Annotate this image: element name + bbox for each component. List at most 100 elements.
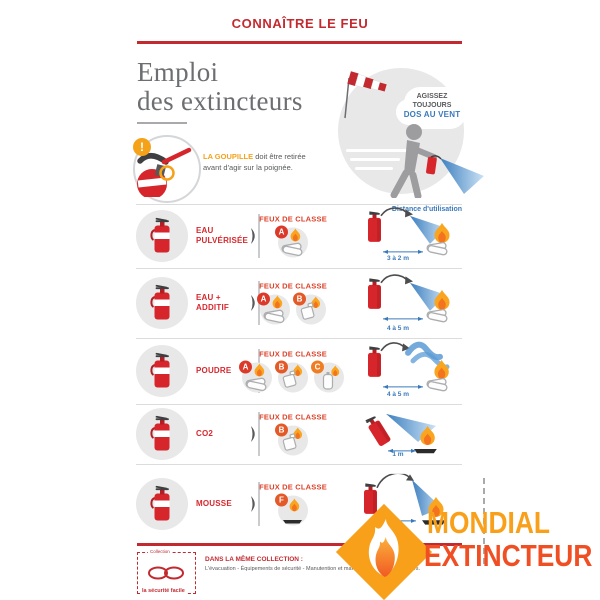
usage-illustration: 4 à 5 m bbox=[350, 338, 462, 404]
fire-classes: FEUX DE CLASSE F bbox=[238, 483, 348, 526]
extinguisher-head-icon bbox=[137, 147, 192, 199]
chevron-right-icon bbox=[251, 228, 255, 244]
table-row-poudre: POUDRE FEUX DE CLASSE A B bbox=[0, 338, 600, 404]
fire-classes: FEUX DE CLASSE A B C bbox=[238, 350, 348, 393]
row-label-line1: CO2 bbox=[196, 429, 214, 438]
row-label: POUDRE bbox=[196, 338, 256, 404]
class-b-circle: B bbox=[275, 423, 308, 456]
row-label-line2: ADDITIF bbox=[196, 303, 229, 312]
collection-name: la sécurité facile bbox=[140, 588, 187, 594]
extinguisher-picto bbox=[136, 210, 188, 262]
spray-illustration bbox=[367, 207, 450, 256]
class-badge: A bbox=[257, 292, 270, 306]
distance-label: 1 m bbox=[392, 451, 404, 458]
poster-header-title: CONNAÎTRE LE FEU bbox=[231, 16, 369, 31]
brand-flame-icon bbox=[375, 537, 395, 577]
divider-line bbox=[258, 214, 260, 258]
pin-notice-highlight: LA GOUPILLE bbox=[203, 152, 254, 161]
class-badge: A bbox=[275, 225, 288, 239]
row-label: EAU PULVÉRISÉE bbox=[196, 204, 256, 268]
table-row-eau-pulverisee: EAU PULVÉRISÉE FEUX DE CLASSE A bbox=[0, 204, 600, 268]
class-a-circle: A bbox=[239, 360, 272, 393]
same-collection-label: DANS LA MÊME COLLECTION : bbox=[205, 556, 303, 563]
pin-notice-circle bbox=[133, 135, 201, 203]
distance-label: 4 à 5 m bbox=[386, 325, 410, 332]
wind-streak bbox=[350, 158, 400, 161]
class-badge: A bbox=[239, 360, 252, 374]
page-title: Emploi des extincteurs bbox=[137, 58, 303, 116]
wind-streak bbox=[355, 167, 393, 170]
header-rule bbox=[137, 41, 462, 44]
class-badge: B bbox=[275, 360, 288, 374]
chevron-right-icon bbox=[251, 295, 255, 311]
class-b-circle: B bbox=[293, 292, 326, 325]
row-separator bbox=[136, 464, 462, 465]
distance-label: 3 à 2 m bbox=[386, 255, 410, 262]
fire-class-header: FEUX DE CLASSE bbox=[259, 281, 327, 291]
class-b-circle: B bbox=[275, 360, 308, 393]
fire-class-header: FEUX DE CLASSE bbox=[259, 214, 327, 224]
distance-column-header: Distance d'utilisation bbox=[391, 206, 462, 213]
fire-class-header: FEUX DE CLASSE bbox=[259, 482, 327, 492]
table-row-co2: CO2 FEUX DE CLASSE B bbox=[0, 404, 600, 464]
extinguisher-picto bbox=[136, 478, 188, 530]
class-f-circle: F bbox=[275, 493, 308, 526]
cut-mark-line bbox=[483, 478, 485, 564]
extinguisher-icon bbox=[150, 415, 171, 452]
extinguisher-icon bbox=[150, 485, 171, 522]
row-label-line1: POUDRE bbox=[196, 366, 232, 375]
wind-advice-line3: DOS AU VENT bbox=[403, 110, 461, 119]
usage-illustration: 3 à 2 m bbox=[350, 204, 462, 268]
spray-cone bbox=[440, 158, 484, 194]
divider-line bbox=[258, 412, 260, 456]
footer-rule bbox=[137, 543, 462, 546]
wind-cloud bbox=[404, 87, 466, 129]
wind-streak bbox=[346, 149, 408, 152]
brand-name-line2: EXTINCTEUR bbox=[424, 538, 593, 573]
collection-tag: Collection bbox=[148, 549, 172, 554]
divider-line bbox=[258, 482, 260, 526]
extinguisher-icon bbox=[150, 352, 171, 389]
row-label: EAU + ADDITIF bbox=[196, 268, 256, 338]
spray-illustration bbox=[367, 274, 450, 323]
wind-advice-line1: AGISSEZ bbox=[416, 93, 448, 100]
row-label: MOUSSE bbox=[196, 464, 256, 544]
table-row-mousse: MOUSSE FEUX DE CLASSE F bbox=[0, 464, 600, 544]
wind-advice-text: AGISSEZ TOUJOURS DOS AU VENT bbox=[398, 92, 466, 119]
class-badge: F bbox=[275, 493, 288, 507]
chain-links-icon bbox=[148, 566, 184, 580]
pin-notice-text: LA GOUPILLE doit être retirée avant d'ag… bbox=[203, 151, 333, 173]
row-separator bbox=[136, 268, 462, 269]
class-a-circle: A bbox=[257, 292, 290, 325]
chevron-right-icon bbox=[251, 426, 255, 442]
powder-spray-illustration bbox=[367, 341, 450, 392]
fire-classes: FEUX DE CLASSE A B bbox=[238, 282, 348, 325]
fire-class-header: FEUX DE CLASSE bbox=[259, 349, 327, 359]
extinguisher-picto bbox=[136, 408, 188, 460]
class-badge: B bbox=[275, 423, 288, 437]
pin-notice-rest1: doit être retirée bbox=[253, 152, 306, 161]
pin-notice-rest2: avant d'agir sur la poignée. bbox=[203, 163, 293, 172]
fire-class-header: FEUX DE CLASSE bbox=[259, 412, 327, 422]
warning-icon: ! bbox=[133, 138, 151, 156]
fire-classes: FEUX DE CLASSE B bbox=[238, 413, 348, 456]
distance-label: 4 à 5 m bbox=[386, 391, 410, 398]
class-badge: C bbox=[311, 360, 324, 374]
row-label-line1: EAU bbox=[196, 226, 214, 235]
row-label-line1: EAU + bbox=[196, 293, 221, 302]
extinguisher-icon bbox=[150, 217, 171, 254]
row-label-line2: PULVÉRISÉE bbox=[196, 236, 249, 245]
row-label-line1: MOUSSE bbox=[196, 499, 232, 508]
fire-classes: FEUX DE CLASSE A bbox=[238, 215, 348, 258]
extinguisher-icon bbox=[150, 284, 171, 321]
chevron-right-icon bbox=[251, 496, 255, 512]
class-a-circle: A bbox=[275, 225, 308, 258]
title-underline bbox=[137, 122, 187, 124]
page-title-line1: Emploi bbox=[137, 57, 219, 87]
row-separator bbox=[136, 204, 462, 205]
operator-illustration bbox=[390, 124, 484, 198]
row-separator bbox=[136, 404, 462, 405]
usage-illustration: 4 à 5 m bbox=[350, 268, 462, 338]
collection-items: L'évacuation - Équipements de sécurité -… bbox=[205, 566, 421, 572]
extinguisher-picto bbox=[136, 345, 188, 397]
